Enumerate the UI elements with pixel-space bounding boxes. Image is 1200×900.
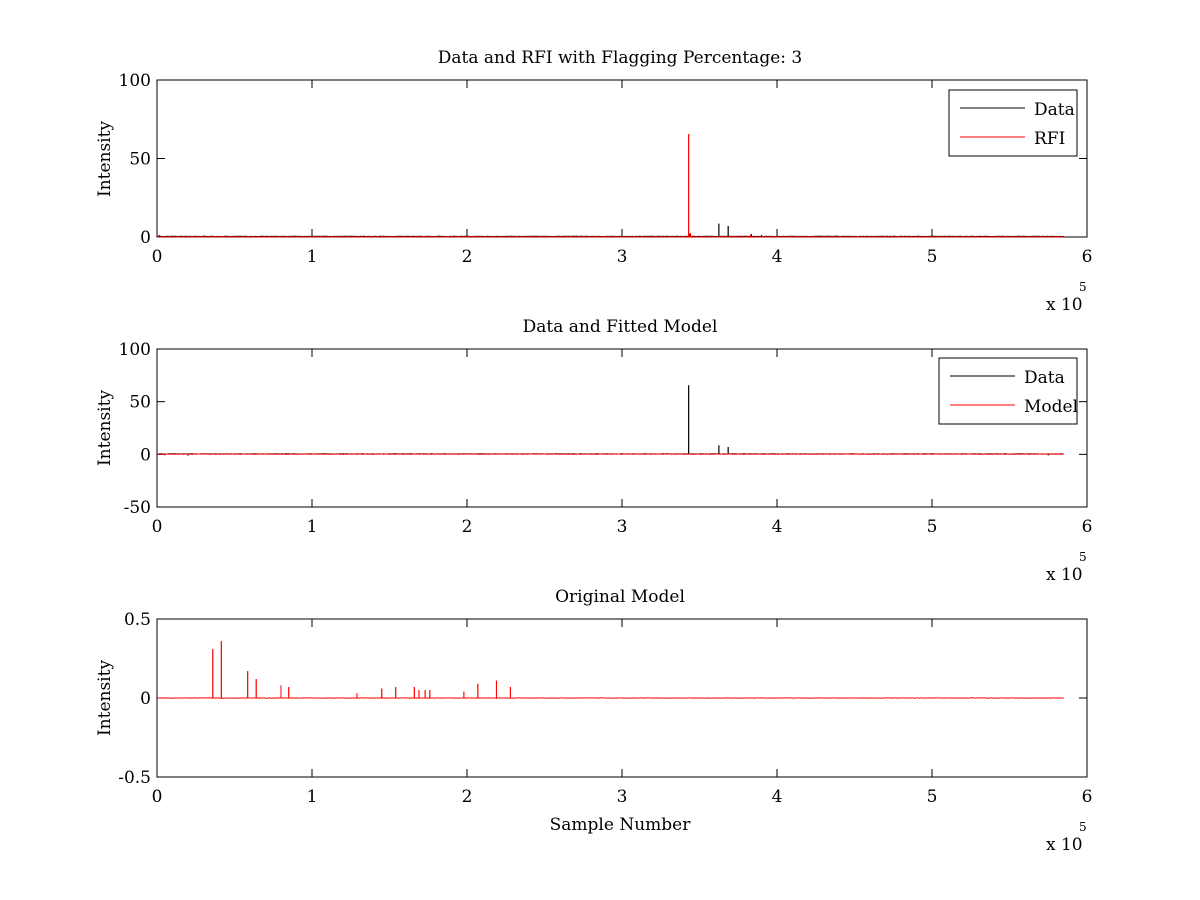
subplot-3-title: Original Model: [555, 587, 685, 607]
subplot-3-xtick-label: 2: [462, 787, 473, 807]
subplot-3-ytick-label: -0.5: [118, 768, 151, 788]
subplot-1-ytick-label: 0: [140, 228, 151, 248]
subplot-3-xtick-label: 0: [152, 787, 163, 807]
subplot-3-ytick-label: 0.5: [124, 610, 151, 630]
subplot-1-plot-area: 0 1 2 3 4 5 6 0 50 100 Data RFI: [119, 71, 1093, 267]
subplot-3-multiplier-power: 5: [1079, 820, 1087, 834]
subplot-1: Data and RFI with Flagging Percentage: 3…: [95, 48, 1092, 315]
subplot-3: Original Model Intensity Sample Number 0…: [95, 587, 1092, 855]
subplot-2-xtick-label: 1: [307, 517, 318, 537]
subplot-3-multiplier: x 10 5: [1046, 820, 1087, 855]
subplot-1-ytick-label: 50: [129, 150, 151, 170]
subplot-1-legend-box: [948, 89, 1078, 157]
subplot-3-ylabel: Intensity: [95, 660, 115, 736]
subplot-2-xtick-label: 6: [1082, 517, 1093, 537]
subplot-2-ytick-label: -50: [124, 498, 151, 518]
subplot-3-xtick-label: 3: [617, 787, 628, 807]
subplot-1-multiplier-base: x 10: [1046, 295, 1083, 315]
subplot-2: Data and Fitted Model Intensity 0 1 2 3 4 5 6 -…: [95, 317, 1092, 585]
subplot-3-multiplier-base: x 10: [1046, 835, 1083, 855]
subplot-2-ytick-label: 0: [140, 445, 151, 465]
subplot-1-multiplier-power: 5: [1079, 280, 1087, 294]
subplot-1-xtick-label: 5: [927, 247, 938, 267]
subplot-2-xtick-label: 2: [462, 517, 473, 537]
subplot-2-legend-label-model: Model: [1024, 397, 1078, 417]
subplot-2-xtick-label: 3: [617, 517, 628, 537]
subplot-1-xtick-label: 1: [307, 247, 318, 267]
subplot-2-ylabel: Intensity: [95, 390, 115, 466]
subplot-1-axes-box: [156, 79, 1088, 238]
subplot-2-multiplier-power: 5: [1079, 550, 1087, 564]
subplot-1-series-rfi-line: [156, 134, 1064, 238]
subplot-1-xtick-label: 4: [772, 247, 783, 267]
subplot-1-xtick-label: 3: [617, 247, 628, 267]
subplot-2-title: Data and Fitted Model: [523, 317, 718, 337]
subplot-1-legend-label-rfi: RFI: [1034, 129, 1065, 149]
subplot-1-title: Data and RFI with Flagging Percentage: 3: [438, 48, 802, 68]
subplot-1-ylabel: Intensity: [95, 121, 115, 197]
subplot-3-xtick-label: 5: [927, 787, 938, 807]
subplot-1-xtick-label: 6: [1082, 247, 1093, 267]
subplot-3-xtick-label: 4: [772, 787, 783, 807]
subplot-1-multiplier: x 10 5: [1046, 280, 1087, 315]
subplot-2-multiplier: x 10 5: [1046, 550, 1087, 585]
subplot-3-xtick-label: 6: [1082, 787, 1093, 807]
subplot-1-ytick-label: 100: [119, 71, 151, 91]
subplot-1-legend-label-data: Data: [1034, 100, 1075, 120]
subplot-2-xtick-label: 5: [927, 517, 938, 537]
subplot-3-xlabel: Sample Number: [550, 815, 692, 835]
subplot-3-xtick-label: 1: [307, 787, 318, 807]
subplot-2-multiplier-base: x 10: [1046, 565, 1083, 585]
subplot-2-xtick-label: 0: [152, 517, 163, 537]
subplot-1-xtick-label: 2: [462, 247, 473, 267]
subplot-3-ytick-label: 0: [140, 689, 151, 709]
subplot-3-plot-area: 0 1 2 3 4 5 6-0.500.5: [118, 610, 1092, 807]
subplot-2-xtick-label: 4: [772, 517, 783, 537]
subplot-2-axes-box: [156, 348, 1088, 508]
subplot-3-series-model-line: [156, 641, 1064, 700]
subplot-2-legend-box: [938, 357, 1078, 425]
subplot-2-legend-label-data: Data: [1024, 368, 1065, 388]
subplot-1-xtick-label: 0: [152, 247, 163, 267]
subplot-2-ytick-label: 100: [119, 340, 151, 360]
subplot-2-ytick-label: 50: [129, 393, 151, 413]
